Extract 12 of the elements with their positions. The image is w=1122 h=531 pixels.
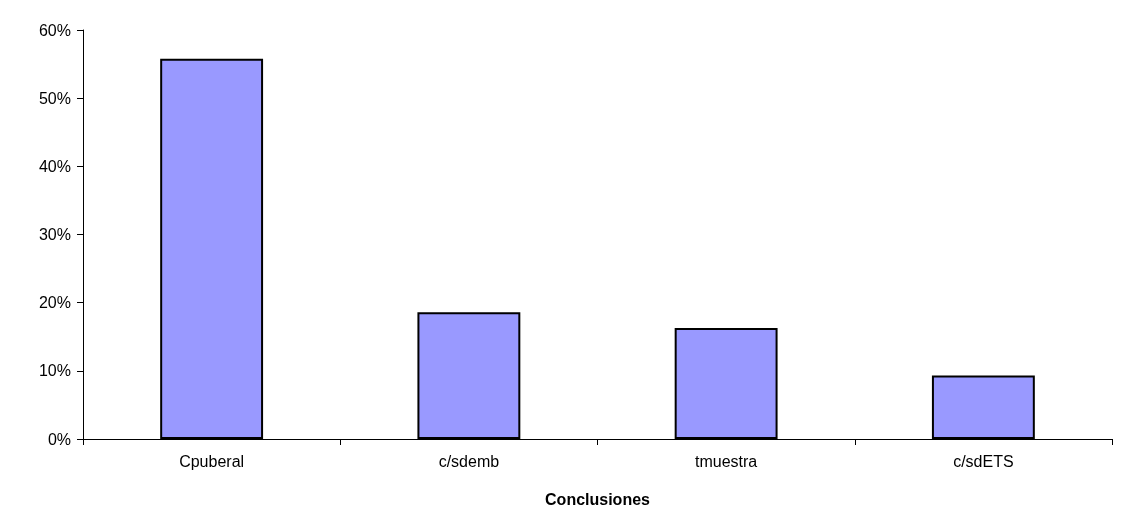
y-tick-label: 20% bbox=[38, 294, 71, 312]
y-tick-label: 60% bbox=[38, 21, 71, 39]
x-tick-label: c/sdemb bbox=[438, 452, 500, 470]
y-tick-label: 40% bbox=[38, 157, 71, 175]
y-tick-label: 0% bbox=[47, 430, 71, 448]
x-tick-label: Cpuberal bbox=[179, 452, 245, 470]
y-tick-label: 10% bbox=[38, 362, 71, 380]
x-tick-label: c/sdETS bbox=[953, 452, 1014, 470]
y-tick-label: 50% bbox=[38, 89, 71, 107]
x-axis-title: Conclusiones bbox=[545, 490, 651, 508]
y-tick-label: 30% bbox=[38, 226, 71, 243]
x-tick-label: tmuestra bbox=[695, 452, 758, 470]
